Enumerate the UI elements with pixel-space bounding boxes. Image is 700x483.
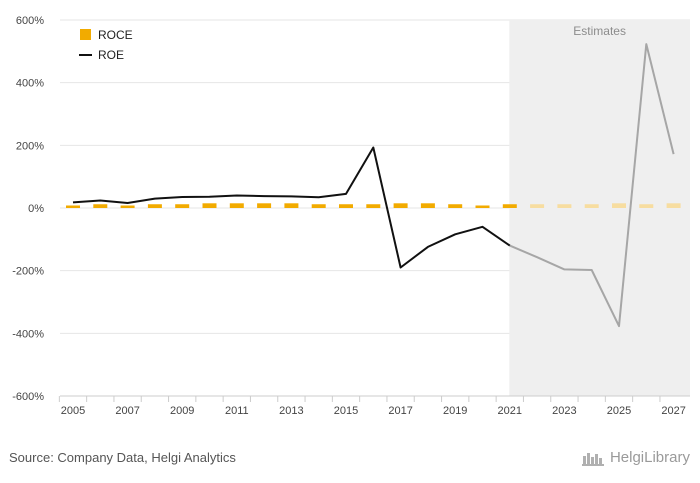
roce-bar (339, 204, 353, 208)
roe-line-actual (72, 146, 511, 269)
y-tick-label: 400% (16, 78, 44, 90)
roce-bar (448, 204, 463, 208)
roce-bar (530, 204, 545, 208)
roce-bar (311, 204, 326, 208)
y-tick-label: 600% (16, 15, 44, 27)
library-icon (581, 452, 604, 466)
x-tick-label: 2019 (443, 405, 467, 417)
roce-bar (666, 203, 681, 208)
roce-bar (420, 203, 435, 208)
roce-bar (366, 204, 381, 208)
roce-bar (393, 203, 408, 208)
roce-bar (257, 203, 272, 208)
roce-bar (229, 203, 244, 208)
x-tick-label: 2007 (115, 405, 139, 417)
chart-svg: Estimates -600% -400% -200% 0% 200% 400% 600% 2… (12, 15, 690, 417)
x-tick-label: 2025 (607, 405, 631, 417)
y-tick-label: 0% (28, 203, 44, 215)
x-tick-label: 2021 (498, 405, 522, 417)
legend: ROCE ROE (79, 28, 133, 62)
estimates-label: Estimates (573, 24, 626, 38)
x-tick-label: 2011 (225, 405, 249, 417)
x-tick-label: 2013 (279, 405, 303, 417)
roce-bar (66, 205, 80, 208)
roce-bar (147, 204, 162, 208)
legend-label-roce: ROCE (98, 28, 133, 42)
source-note: Source: Company Data, Helgi Analytics (9, 450, 236, 465)
x-tick-label: 2015 (334, 405, 358, 417)
legend-swatch-roce (80, 29, 91, 40)
legend-label-roe: ROE (98, 48, 124, 62)
roce-bar (175, 204, 190, 208)
y-tick-label: -600% (12, 391, 44, 403)
estimates-region: Estimates (509, 20, 690, 396)
roce-bar (120, 205, 135, 208)
roce-bar (639, 204, 654, 208)
y-tick-label: -400% (12, 328, 44, 340)
roce-bar (93, 204, 108, 208)
x-tick-label: 2027 (661, 405, 685, 417)
axes: -600% -400% -200% 0% 200% 400% 600% 2005 2007 200… (12, 15, 690, 417)
roce-bar (502, 204, 517, 208)
roce-bar (202, 203, 217, 208)
roce-bar (475, 205, 490, 208)
brand-name: HelgiLibrary (609, 449, 690, 466)
x-tick-label: 2023 (552, 405, 576, 417)
helgi-library-logo: HelgiLibrary (581, 449, 690, 466)
roce-bars (66, 203, 681, 208)
roe-line (72, 43, 675, 328)
roce-bar (612, 203, 626, 208)
y-tick-label: -200% (12, 266, 44, 278)
x-tick-label: 2005 (61, 405, 85, 417)
roce-bar (557, 204, 572, 208)
roe-line-estimate (509, 43, 675, 328)
roce-bar (284, 203, 299, 208)
roce-bar (584, 204, 599, 208)
x-tick-label: 2009 (170, 405, 194, 417)
y-tick-label: 200% (16, 140, 44, 152)
grid-lines (60, 19, 690, 397)
x-tick-label: 2017 (388, 405, 412, 417)
